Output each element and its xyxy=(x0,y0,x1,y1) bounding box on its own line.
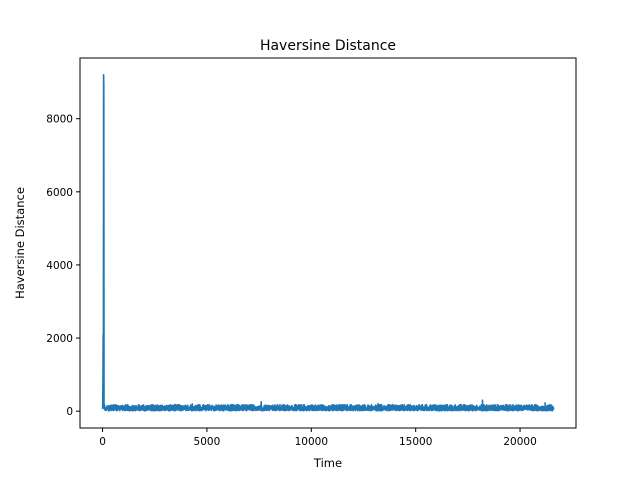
x-axis-ticks: 0 5000 10000 15000 20000 xyxy=(99,428,537,448)
x-tick-label: 20000 xyxy=(503,436,536,448)
axes-frame xyxy=(79,57,577,429)
y-tick-label: 4000 xyxy=(46,260,73,272)
x-tick-label: 10000 xyxy=(295,436,328,448)
plot-area xyxy=(101,74,555,412)
x-tick-label: 5000 xyxy=(194,436,221,448)
y-tick-label: 6000 xyxy=(46,187,73,199)
x-axis-label: Time xyxy=(313,456,342,470)
y-axis-label: Haversine Distance xyxy=(13,187,27,299)
y-tick-label: 0 xyxy=(66,406,73,418)
y-tick-label: 8000 xyxy=(46,114,73,126)
x-tick-label: 0 xyxy=(99,436,106,448)
y-tick-label: 2000 xyxy=(46,333,73,345)
chart-title: Haversine Distance xyxy=(260,38,396,54)
y-axis-ticks: 0 2000 4000 6000 8000 xyxy=(46,114,80,418)
series-line xyxy=(101,74,555,412)
x-tick-label: 15000 xyxy=(399,436,432,448)
